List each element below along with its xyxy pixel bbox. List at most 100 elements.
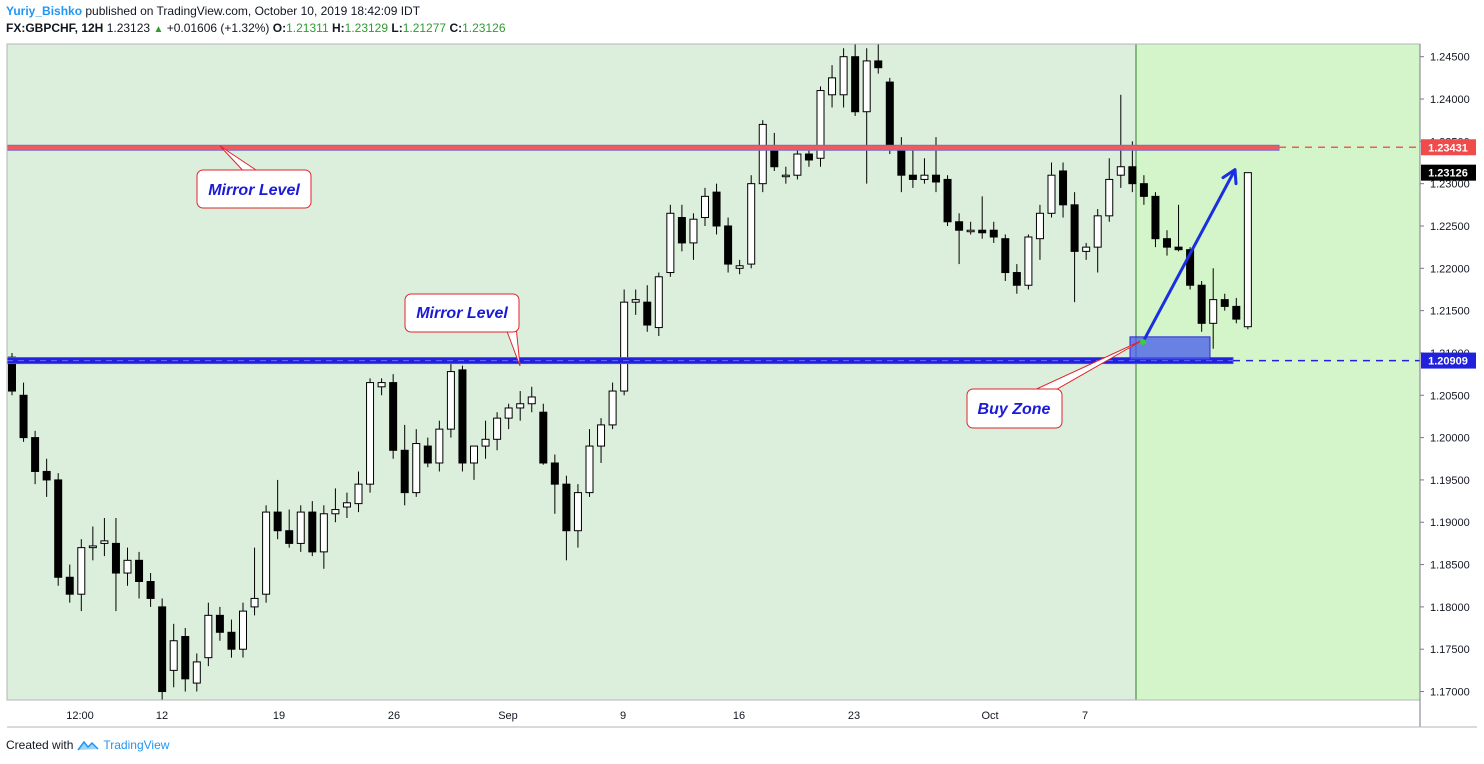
bull-candle bbox=[747, 183, 756, 265]
bull-candle bbox=[204, 614, 213, 659]
bear-candle bbox=[1070, 204, 1079, 252]
bear-candle bbox=[1220, 299, 1229, 307]
bear-candle bbox=[389, 382, 398, 451]
bull-candle bbox=[366, 382, 375, 485]
bear-candle bbox=[1128, 166, 1137, 185]
bear-candle bbox=[458, 369, 467, 464]
created-with-text: Created with bbox=[6, 738, 74, 752]
bear-candle bbox=[31, 437, 40, 472]
bull-candle bbox=[435, 428, 444, 464]
time-axis[interactable]: 12:00 12 19 26 Sep 9 16 23 Oct 7 bbox=[66, 710, 1088, 722]
bull-candle bbox=[701, 195, 709, 219]
time-tick-label: 26 bbox=[388, 710, 400, 722]
mirror-level-bottom-label: Mirror Level bbox=[416, 305, 508, 322]
author-name[interactable]: Yuriy_Bishko bbox=[6, 4, 83, 18]
bull-candle bbox=[481, 438, 490, 447]
blue-level-price-label: 1.20909 bbox=[1428, 356, 1468, 368]
time-tick-label: 7 bbox=[1082, 710, 1088, 722]
bull-candle bbox=[446, 371, 455, 430]
bull-candle bbox=[527, 396, 536, 405]
bull-candle bbox=[1035, 212, 1044, 240]
bear-candle bbox=[1163, 238, 1171, 248]
bear-candle bbox=[146, 580, 155, 599]
bear-candle bbox=[539, 411, 548, 464]
time-tick-label: Sep bbox=[498, 710, 518, 722]
bear-candle bbox=[215, 614, 224, 633]
bull-candle bbox=[470, 445, 478, 464]
up-arrow-icon: ▲ bbox=[153, 24, 164, 35]
open-label: O: bbox=[272, 21, 287, 35]
bear-candle bbox=[908, 174, 917, 180]
bear-candle bbox=[943, 178, 952, 223]
time-tick-label: 12:00 bbox=[66, 710, 94, 722]
low-value: 1.21277 bbox=[402, 21, 447, 35]
bull-candle bbox=[631, 299, 640, 303]
bear-candle bbox=[19, 394, 28, 439]
price-change: +0.01606 (+1.32%) bbox=[166, 21, 270, 35]
bull-candle bbox=[620, 301, 629, 392]
bull-candle bbox=[1047, 174, 1056, 214]
bull-candle bbox=[123, 559, 132, 574]
bear-candle bbox=[400, 449, 409, 494]
bear-candle bbox=[989, 229, 998, 238]
bull-candle bbox=[88, 545, 97, 549]
time-tick-label: 23 bbox=[848, 710, 860, 722]
tradingview-brand[interactable]: TradingView bbox=[103, 738, 170, 752]
bull-candle bbox=[597, 424, 606, 447]
high-value: 1.23129 bbox=[344, 21, 389, 35]
price-tick-label: 1.20000 bbox=[1430, 433, 1470, 445]
bull-candle bbox=[862, 60, 871, 113]
candles-layer bbox=[8, 44, 1252, 700]
bull-candle bbox=[735, 265, 744, 269]
bull-candle bbox=[608, 390, 617, 426]
bull-candle bbox=[493, 417, 502, 440]
buy-zone-label: Buy Zone bbox=[978, 401, 1051, 418]
bull-candle bbox=[319, 513, 328, 553]
price-tick-label: 1.24000 bbox=[1430, 94, 1470, 106]
bear-candle bbox=[308, 511, 317, 553]
callout-box-mirror-bottom bbox=[404, 293, 520, 333]
bull-candle bbox=[250, 597, 259, 608]
bear-candle bbox=[423, 445, 432, 464]
bull-candle bbox=[100, 540, 109, 544]
open-value: 1.21311 bbox=[286, 21, 329, 35]
close-label: C: bbox=[449, 21, 463, 35]
price-tick-label: 1.18000 bbox=[1430, 602, 1470, 614]
bull-candle bbox=[689, 218, 698, 244]
symbol-label: FX:GBPCHF, 12H bbox=[6, 21, 104, 35]
bear-candle bbox=[135, 559, 144, 582]
bull-candle bbox=[839, 56, 848, 96]
close-value: 1.23126 bbox=[462, 21, 506, 35]
price-tick-label: 1.19000 bbox=[1430, 517, 1470, 529]
callout-box-mirror-top bbox=[196, 169, 312, 209]
bear-candle bbox=[158, 606, 167, 693]
bull-candle bbox=[781, 174, 790, 178]
price-tick-label: 1.21500 bbox=[1430, 306, 1470, 318]
bear-candle bbox=[724, 225, 733, 265]
bear-candle bbox=[65, 576, 74, 595]
bear-candle bbox=[111, 542, 120, 574]
price-tick-label: 1.17500 bbox=[1430, 644, 1470, 656]
bull-candle bbox=[758, 123, 767, 185]
target-arrow bbox=[1141, 168, 1237, 344]
bear-candle bbox=[181, 636, 190, 680]
bear-candle bbox=[885, 81, 894, 147]
price-tick-label: 1.22500 bbox=[1430, 221, 1470, 233]
bull-candle bbox=[1209, 299, 1218, 324]
bull-candle bbox=[1024, 236, 1033, 286]
bull-candle bbox=[331, 509, 340, 515]
bear-candle bbox=[851, 56, 860, 113]
current-price-label: 1.23126 bbox=[1428, 168, 1468, 180]
time-tick-label: 19 bbox=[273, 710, 285, 722]
last-price: 1.23123 bbox=[106, 21, 151, 35]
bear-candle bbox=[1232, 305, 1241, 320]
bear-candle bbox=[955, 221, 964, 231]
bear-candle bbox=[1012, 272, 1021, 286]
time-tick-label: Oct bbox=[981, 710, 998, 722]
bear-candle bbox=[562, 483, 571, 532]
bull-candle bbox=[516, 403, 525, 409]
bull-candle bbox=[504, 407, 513, 419]
price-tick-label: 1.19500 bbox=[1430, 475, 1470, 487]
bear-candle bbox=[1139, 183, 1148, 197]
